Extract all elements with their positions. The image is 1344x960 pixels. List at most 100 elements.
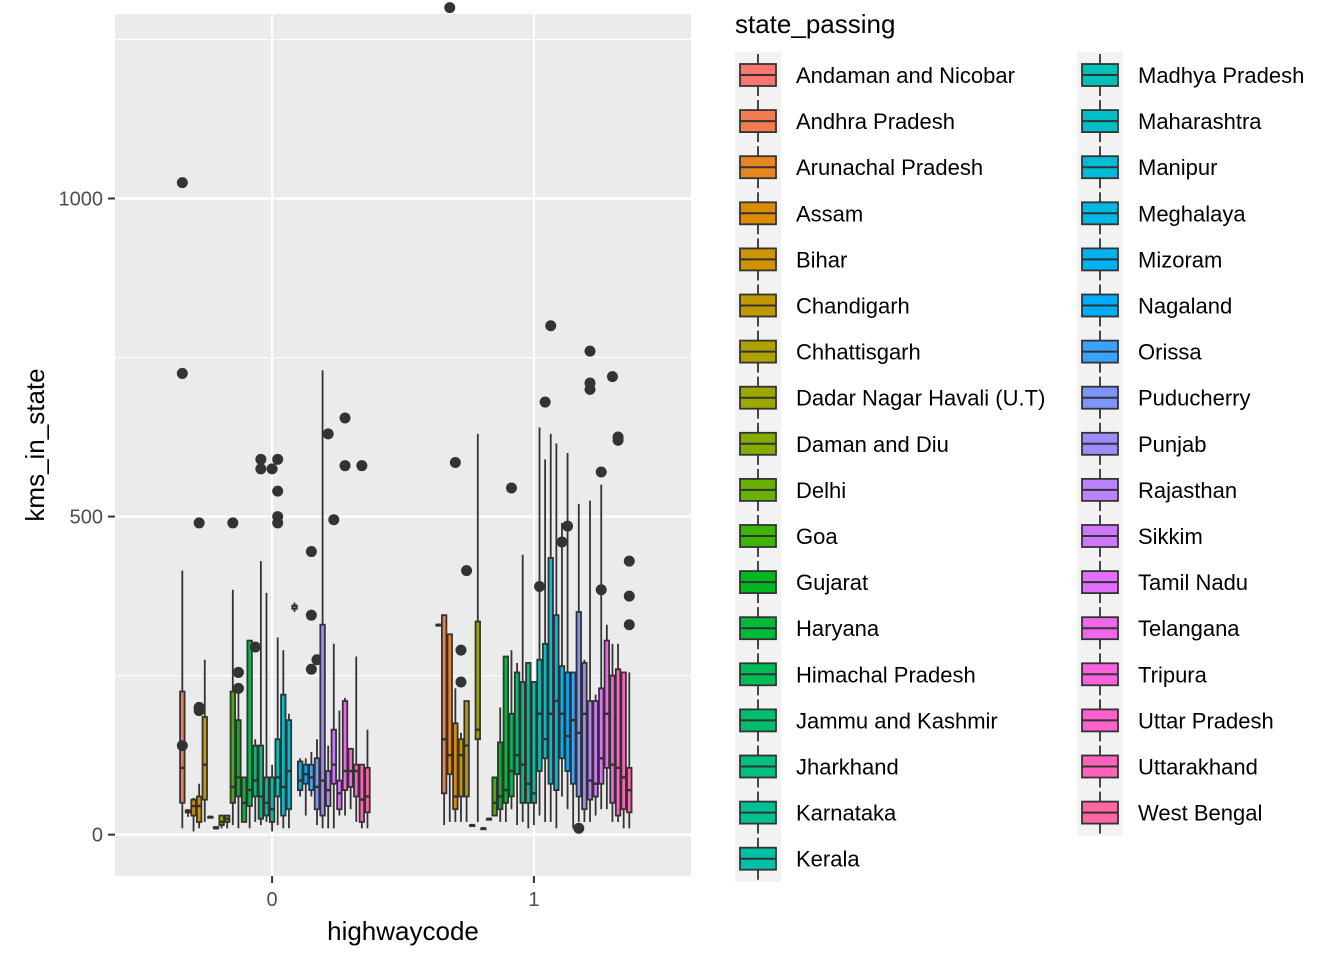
- legend-label: Chhattisgarh: [796, 340, 921, 365]
- outlier-point: [305, 609, 317, 621]
- outlier-point: [595, 584, 607, 596]
- box-daman-and-diu-0: [218, 814, 225, 829]
- box-uttar-pradesh-0: [353, 656, 360, 822]
- outlier-point: [534, 581, 546, 593]
- box-daman-and-diu-1: [480, 827, 487, 831]
- box-iqr: [474, 620, 481, 741]
- legend-label: Manipur: [1138, 155, 1217, 180]
- outlier-point: [272, 485, 284, 497]
- y-tick-label: 1000: [59, 188, 104, 210]
- box-iqr: [513, 671, 521, 776]
- legend-label: Nagaland: [1138, 294, 1232, 319]
- box-iqr: [268, 776, 276, 823]
- box-iqr: [347, 747, 354, 788]
- box-iqr: [497, 741, 504, 811]
- box-kerala-0: [266, 463, 278, 832]
- legend-label: Puducherry: [1138, 386, 1251, 411]
- legend-item: Madhya Pradesh: [1081, 54, 1304, 96]
- legend-item: Nagaland: [1081, 284, 1232, 327]
- legend-label: Jharkhand: [796, 755, 899, 780]
- box-jharkhand-0: [255, 453, 267, 826]
- box-jammu-and-kashmir-0: [249, 641, 261, 822]
- outlier-point: [249, 641, 261, 653]
- outlier-point: [339, 460, 351, 472]
- box-himachal-pradesh-0: [246, 639, 253, 829]
- box-iqr: [564, 671, 571, 772]
- legend-label: Andhra Pradesh: [796, 109, 955, 134]
- outlier-point: [562, 520, 574, 532]
- box-uttar-pradesh-1: [612, 431, 624, 822]
- legend-label: Daman and Diu: [796, 432, 949, 457]
- x-tick-label: 1: [528, 889, 539, 911]
- box-iqr: [525, 661, 532, 804]
- box-mizoram-0: [296, 758, 304, 797]
- box-iqr: [190, 798, 197, 817]
- outlier-point: [305, 663, 317, 675]
- grid-lines: [115, 14, 691, 876]
- box-arunachal-pradesh-1: [444, 2, 456, 822]
- legend-label: Gujarat: [796, 570, 868, 595]
- box-iqr: [440, 614, 448, 795]
- box-dadar-nagar-havali-u-t--1: [474, 433, 481, 822]
- box-himachal-pradesh-1: [505, 482, 517, 810]
- legend-item: Andaman and Nicobar: [739, 54, 1015, 96]
- legend-label: Arunachal Pradesh: [796, 155, 983, 180]
- outlier-point: [272, 453, 284, 465]
- legend-label: Delhi: [796, 478, 846, 503]
- legend-item: Uttarakhand: [1081, 745, 1258, 788]
- box-iqr: [235, 719, 242, 798]
- outlier-point: [606, 371, 618, 383]
- outlier-point: [356, 460, 368, 472]
- box-chhattisgarh-0: [207, 815, 214, 819]
- box-chandigarh-1: [461, 565, 473, 822]
- box-punjab-1: [581, 659, 588, 822]
- box-iqr: [570, 671, 577, 785]
- box-orissa-1: [570, 671, 577, 829]
- outlier-point: [176, 367, 188, 379]
- box-jharkhand-1: [519, 554, 526, 822]
- box-iqr: [620, 671, 627, 811]
- y-tick-label: 500: [70, 507, 103, 529]
- outlier-point: [227, 517, 239, 529]
- box-rajasthan-1: [584, 345, 596, 822]
- box-iqr: [598, 687, 605, 785]
- legend-label: Tripura: [1138, 662, 1208, 687]
- box-tripura-1: [606, 371, 618, 822]
- legend-label: Mizoram: [1138, 247, 1222, 272]
- box-rajasthan-0: [322, 428, 334, 829]
- x-axis-title: highwaycode: [327, 916, 479, 946]
- box-haryana-0: [240, 776, 248, 823]
- box-iqr: [353, 763, 360, 798]
- outlier-point: [556, 536, 568, 548]
- box-sikkim-0: [328, 514, 340, 829]
- legend-item: Manipur: [1081, 146, 1217, 189]
- outlier-point: [266, 463, 278, 475]
- legend-item: Karnataka: [739, 791, 897, 834]
- outlier-point: [449, 456, 461, 468]
- box-iqr: [508, 712, 515, 798]
- box-iqr: [240, 776, 248, 823]
- box-andhra-pradesh-1: [440, 614, 448, 826]
- legend-label: Meghalaya: [1138, 201, 1246, 226]
- y-tick-label: 0: [92, 825, 103, 847]
- box-iqr: [547, 557, 554, 785]
- box-iqr: [252, 744, 259, 798]
- legend-item: Assam: [739, 192, 863, 235]
- legend-label: Rajasthan: [1138, 478, 1237, 503]
- axes: 0 500 1000 0 1: [59, 188, 540, 911]
- outlier-point: [193, 705, 205, 717]
- legend-item: Tripura: [1081, 653, 1208, 696]
- box-iqr: [614, 668, 622, 817]
- box-sikkim-1: [592, 694, 599, 816]
- legend-label: Sikkim: [1138, 524, 1203, 549]
- legend-label: Andaman and Nicobar: [796, 63, 1015, 88]
- legend-label: Uttarakhand: [1138, 755, 1258, 780]
- outlier-point: [322, 428, 334, 440]
- outlier-point: [255, 463, 267, 475]
- legend-label: Himachal Pradesh: [796, 662, 976, 687]
- legend-item: Chandigarh: [739, 284, 910, 327]
- box-nagaland-0: [302, 758, 309, 816]
- legend-label: Tamil Nadu: [1138, 570, 1248, 595]
- outlier-point: [232, 666, 244, 678]
- box-iqr: [575, 611, 582, 798]
